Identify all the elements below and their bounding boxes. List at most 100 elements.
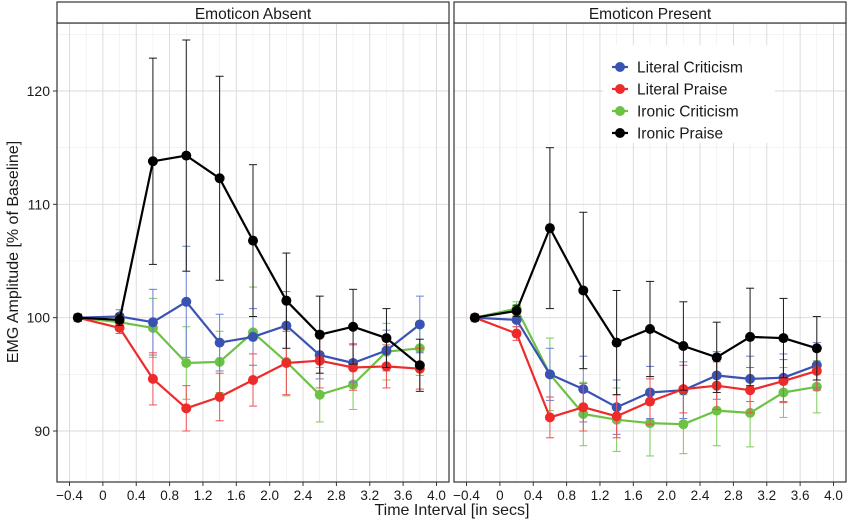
data-point [544, 412, 555, 423]
legend-label: Literal Criticism [637, 60, 743, 77]
data-point [248, 331, 258, 342]
x-tick-label: 3.2 [757, 488, 776, 503]
legend-marker [615, 128, 625, 138]
x-tick-label: 4.0 [427, 488, 446, 503]
data-point [281, 358, 292, 368]
data-point [147, 373, 158, 384]
data-point [711, 352, 722, 363]
panel-strip [56, 1, 450, 24]
data-point [578, 285, 589, 296]
data-point [778, 376, 789, 387]
data-point [611, 411, 622, 422]
x-tick-label: 1.2 [591, 488, 610, 503]
data-point [72, 312, 83, 323]
x-tick-label: 0.4 [524, 488, 543, 503]
x-tick-label: 2.4 [691, 488, 710, 503]
x-tick-label: 3.6 [394, 488, 413, 503]
x-tick-label: 3.6 [791, 488, 810, 503]
x-tick-label: 3.2 [360, 488, 379, 503]
data-point [214, 337, 225, 348]
legend-marker [615, 62, 625, 72]
y-tick-label: 110 [28, 196, 51, 212]
legend-box [603, 45, 775, 143]
legend-label: Ironic Praise [637, 126, 723, 143]
data-point [645, 396, 655, 407]
data-point [114, 314, 125, 325]
data-point [778, 333, 789, 344]
x-tick-label: −0.4 [56, 488, 83, 503]
data-point [511, 328, 522, 339]
x-tick-label: −0.4 [453, 488, 480, 503]
data-point [811, 343, 822, 354]
data-point [544, 223, 555, 234]
panel-title: Emoticon Absent [195, 6, 312, 23]
x-tick-label: 0 [496, 488, 504, 503]
legend-item: Literal Praise [612, 82, 727, 99]
x-axis-title: Time Interval [in secs] [374, 502, 529, 519]
y-tick-label: 120 [27, 83, 51, 99]
data-point [181, 296, 192, 307]
x-tick-label: 0.4 [127, 488, 146, 503]
data-point [147, 317, 158, 328]
y-tick-label: 100 [27, 310, 51, 326]
data-point [511, 305, 522, 316]
x-tick-label: 2.8 [327, 488, 346, 503]
x-tick-label: 1.6 [624, 488, 643, 503]
legend-label: Ironic Criticism [637, 104, 739, 121]
data-point [181, 358, 192, 368]
legend-item: Literal Criticism [612, 60, 743, 77]
data-point [147, 156, 158, 167]
x-tick-label: 2.0 [657, 488, 676, 503]
legend: Literal Criticism Literal Praise Ironic Cr… [603, 45, 775, 143]
data-point [314, 389, 325, 400]
legend-item: Ironic Praise [612, 126, 723, 143]
data-point [469, 312, 480, 323]
data-point [745, 331, 756, 342]
data-point [678, 419, 689, 430]
panel-emoticon-absent: Emoticon Absent −0.4 0 0.4 0.8 1.2 1.6 2.0 2.4 2.… [27, 1, 450, 503]
data-point [544, 369, 555, 380]
data-point [678, 341, 689, 351]
x-tick-label: 1.6 [227, 488, 246, 503]
panel-strip [453, 1, 847, 24]
data-point [348, 362, 359, 373]
panel-title: Emoticon Present [589, 6, 712, 23]
legend-item: Ironic Criticism [612, 104, 739, 121]
x-tick-label: 2.8 [724, 488, 743, 503]
x-tick-label: 0.8 [557, 488, 576, 503]
y-axis-title: EMG Amplitude [% of Baseline] [5, 141, 22, 363]
series-ironic-praise [72, 39, 425, 392]
series-literal-praise [72, 312, 425, 432]
data-point [578, 402, 589, 413]
data-point [745, 385, 756, 396]
data-point [348, 321, 359, 332]
data-point [414, 319, 425, 330]
x-tick-label: 4.0 [824, 488, 843, 503]
data-point [248, 375, 258, 385]
data-point [645, 324, 655, 334]
series-ironic-praise [469, 147, 822, 396]
x-tick-label: 2.0 [260, 488, 279, 503]
data-point [611, 337, 622, 348]
legend-label: Literal Praise [637, 82, 727, 99]
data-point [381, 333, 392, 344]
y-tick-label: 90 [34, 423, 50, 439]
data-point [181, 150, 192, 161]
data-point [281, 295, 292, 306]
data-point [214, 392, 225, 402]
x-tick-label: 1.2 [194, 488, 213, 503]
data-point [248, 235, 258, 246]
legend-marker [615, 84, 625, 94]
data-point [414, 360, 425, 371]
x-tick-label: 2.4 [294, 488, 313, 503]
x-tick-label: 0 [99, 488, 107, 503]
data-point [511, 314, 522, 325]
data-point [214, 173, 225, 184]
legend-marker [615, 106, 625, 116]
x-tick-label: 0.8 [160, 488, 179, 503]
data-point [314, 329, 325, 340]
data-point [181, 403, 192, 414]
data-point [711, 405, 722, 416]
